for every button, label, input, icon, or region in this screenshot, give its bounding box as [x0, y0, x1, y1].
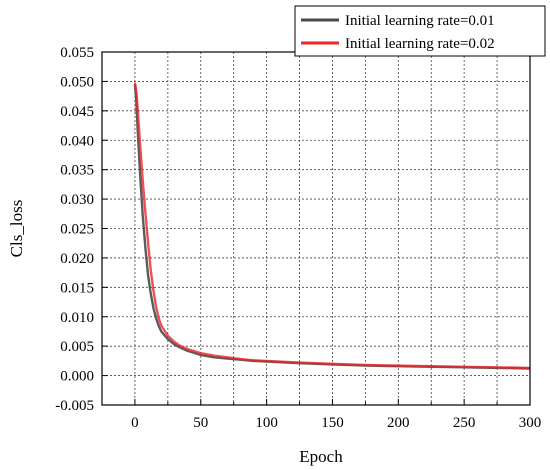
- x-axis-label: Epoch: [299, 447, 343, 466]
- y-tick-label: 0.055: [60, 45, 94, 61]
- series-lines: [133, 82, 531, 370]
- x-tick-label: 150: [321, 415, 344, 431]
- x-tick-label: 100: [255, 415, 278, 431]
- legend-label: Initial learning rate=0.01: [345, 13, 495, 29]
- x-tick-label: 200: [387, 415, 410, 431]
- y-axis-label: Cls_loss: [7, 200, 26, 258]
- x-tick-label: 0: [131, 415, 139, 431]
- y-tick-label: 0.025: [60, 222, 94, 238]
- y-tick-label: 0.015: [60, 280, 94, 296]
- y-tick-label: 0.035: [60, 163, 94, 179]
- y-tick-label: 0.045: [60, 104, 94, 120]
- x-tick-label: 250: [453, 415, 476, 431]
- y-tick-label: 0.040: [60, 133, 94, 149]
- legend-label: Initial learning rate=0.02: [345, 36, 495, 52]
- y-tick-label: 0.030: [60, 192, 94, 208]
- x-tick-label: 300: [519, 415, 542, 431]
- grid-lines: [102, 51, 531, 406]
- series-line-2: [133, 82, 531, 370]
- x-tick-label: 50: [193, 415, 208, 431]
- y-tick-label: -0.005: [55, 398, 94, 414]
- legend: Initial learning rate=0.01 Initial learni…: [294, 5, 546, 57]
- y-tick-label: 0.005: [60, 339, 94, 355]
- axis-ticks: -0.005 0.000 0.005 0.010 0.015 0.020 0.025 0.03…: [55, 45, 541, 431]
- y-tick-label: 0.000: [60, 369, 94, 385]
- legend-box: [294, 5, 546, 57]
- y-tick-label: 0.020: [60, 251, 94, 267]
- y-tick-label: 0.010: [60, 310, 94, 326]
- y-tick-label: 0.050: [60, 74, 94, 90]
